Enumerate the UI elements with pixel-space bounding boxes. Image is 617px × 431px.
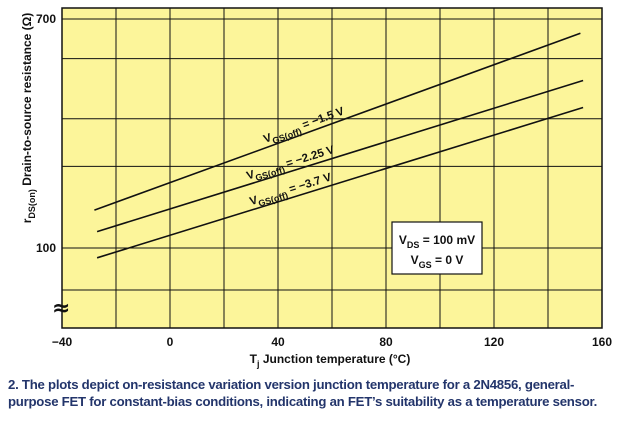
x-tick-labels: −40 0 40 80 120 160 <box>52 335 613 349</box>
x-tick-label: 160 <box>592 335 612 349</box>
series-line-2 <box>96 79 584 233</box>
series-line-3 <box>96 106 584 259</box>
x-tick-label: 0 <box>167 335 174 349</box>
x-tick-label: 80 <box>379 335 393 349</box>
y-tick-label: 100 <box>36 241 56 255</box>
x-axis-title: Tj Junction temperature (°C) <box>250 352 411 369</box>
y-tick-labels: 700 100 <box>36 12 56 255</box>
axis-break: ≈ <box>52 296 70 321</box>
plot-border <box>61 7 603 329</box>
y-axis-title: rDS(on) Drain-to-source resistance (Ω) <box>20 13 37 224</box>
x-tick-label: 120 <box>484 335 504 349</box>
condition-vds: VDS = 100 mV <box>399 233 475 250</box>
y-tick-label: 700 <box>36 12 56 26</box>
series-line-1 <box>94 32 581 211</box>
figure-caption: 2. The plots depict on-resistance variat… <box>8 377 598 409</box>
condition-vgs: VGS = 0 V <box>411 253 464 270</box>
conditions-box <box>391 221 483 275</box>
x-tick-label: −40 <box>52 335 73 349</box>
series-group <box>94 32 584 259</box>
x-tick-label: 40 <box>271 335 285 349</box>
